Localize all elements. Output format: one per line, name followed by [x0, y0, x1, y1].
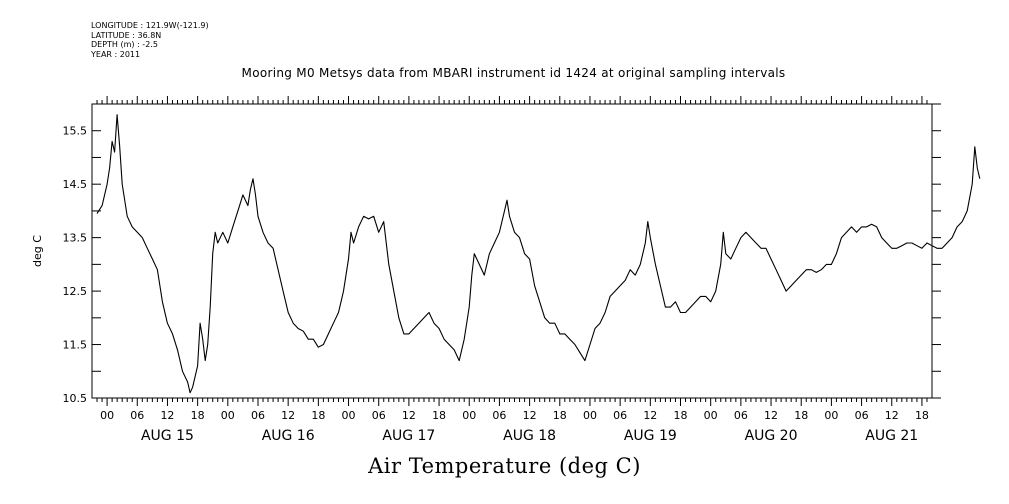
x-hour-label: 00 — [824, 409, 838, 422]
x-hour-label: 18 — [191, 409, 205, 422]
series-group — [96, 114, 981, 394]
x-hour-label: 06 — [855, 409, 869, 422]
x-hour-label: 06 — [492, 409, 506, 422]
year-text: YEAR : 2011 — [91, 49, 141, 59]
x-hour-label: 18 — [794, 409, 808, 422]
x-hour-label: 12 — [402, 409, 416, 422]
x-hour-label: 18 — [311, 409, 325, 422]
x-hour-label: 06 — [130, 409, 144, 422]
x-day-label: AUG 18 — [503, 428, 556, 444]
x-hour-label: 06 — [734, 409, 748, 422]
x-day-label: AUG 16 — [262, 428, 315, 444]
x-hour-label: 12 — [885, 409, 899, 422]
x-hour-label: 00 — [221, 409, 235, 422]
x-day-label: AUG 21 — [865, 428, 918, 444]
x-hour-label: 06 — [251, 409, 265, 422]
x-hour-label: 18 — [432, 409, 446, 422]
y-tick-label: 10.5 — [63, 392, 88, 405]
y-axis: 10.5 11.5 12.5 13.5 14.5 15.5 — [63, 103, 941, 405]
x-hour-label: 18 — [915, 409, 929, 422]
x-day-label: AUG 17 — [382, 428, 435, 444]
x-hour-label: 12 — [281, 409, 295, 422]
y-tick-label: 11.5 — [63, 339, 88, 352]
y-tick-label: 15.5 — [63, 125, 88, 138]
x-day-label: AUG 20 — [745, 428, 798, 444]
x-hour-label: 00 — [704, 409, 718, 422]
latitude-text: LATITUDE : 36.8N — [91, 30, 162, 40]
y-tick-label: 13.5 — [63, 232, 88, 245]
x-day-label: AUG 15 — [141, 428, 194, 444]
chart-title: Mooring M0 Metsys data from MBARI instru… — [241, 66, 786, 80]
metadata-block: LONGITUDE : 121.9W(-121.9) LATITUDE : 36… — [91, 21, 209, 59]
chart-caption: Air Temperature (deg C) — [368, 454, 641, 478]
x-day-label: AUG 19 — [624, 428, 677, 444]
air-temperature-line — [96, 114, 981, 394]
x-hour-label: 06 — [372, 409, 386, 422]
x-hour-label: 12 — [160, 409, 174, 422]
x-hour-label: 12 — [764, 409, 778, 422]
y-tick-label: 14.5 — [63, 178, 88, 191]
x-axis: 00 06 12 18 00 06 12 18 00 06 12 18 00 06 12 18 00 06 12 18… — [96, 96, 929, 444]
x-hour-label: 00 — [100, 409, 114, 422]
x-hour-label: 18 — [674, 409, 688, 422]
depth-text: DEPTH (m) : -2.5 — [91, 40, 158, 49]
x-hour-label: 12 — [643, 409, 657, 422]
x-hour-label: 00 — [342, 409, 356, 422]
x-hour-label: 06 — [613, 409, 627, 422]
x-hour-label: 18 — [553, 409, 567, 422]
longitude-text: LONGITUDE : 121.9W(-121.9) — [91, 21, 209, 30]
y-axis-label: deg C — [31, 235, 44, 267]
x-hour-label: 00 — [583, 409, 597, 422]
plot-frame — [91, 103, 933, 399]
x-hour-label: 00 — [462, 409, 476, 422]
x-hour-label: 12 — [523, 409, 537, 422]
y-tick-label: 12.5 — [63, 285, 88, 298]
